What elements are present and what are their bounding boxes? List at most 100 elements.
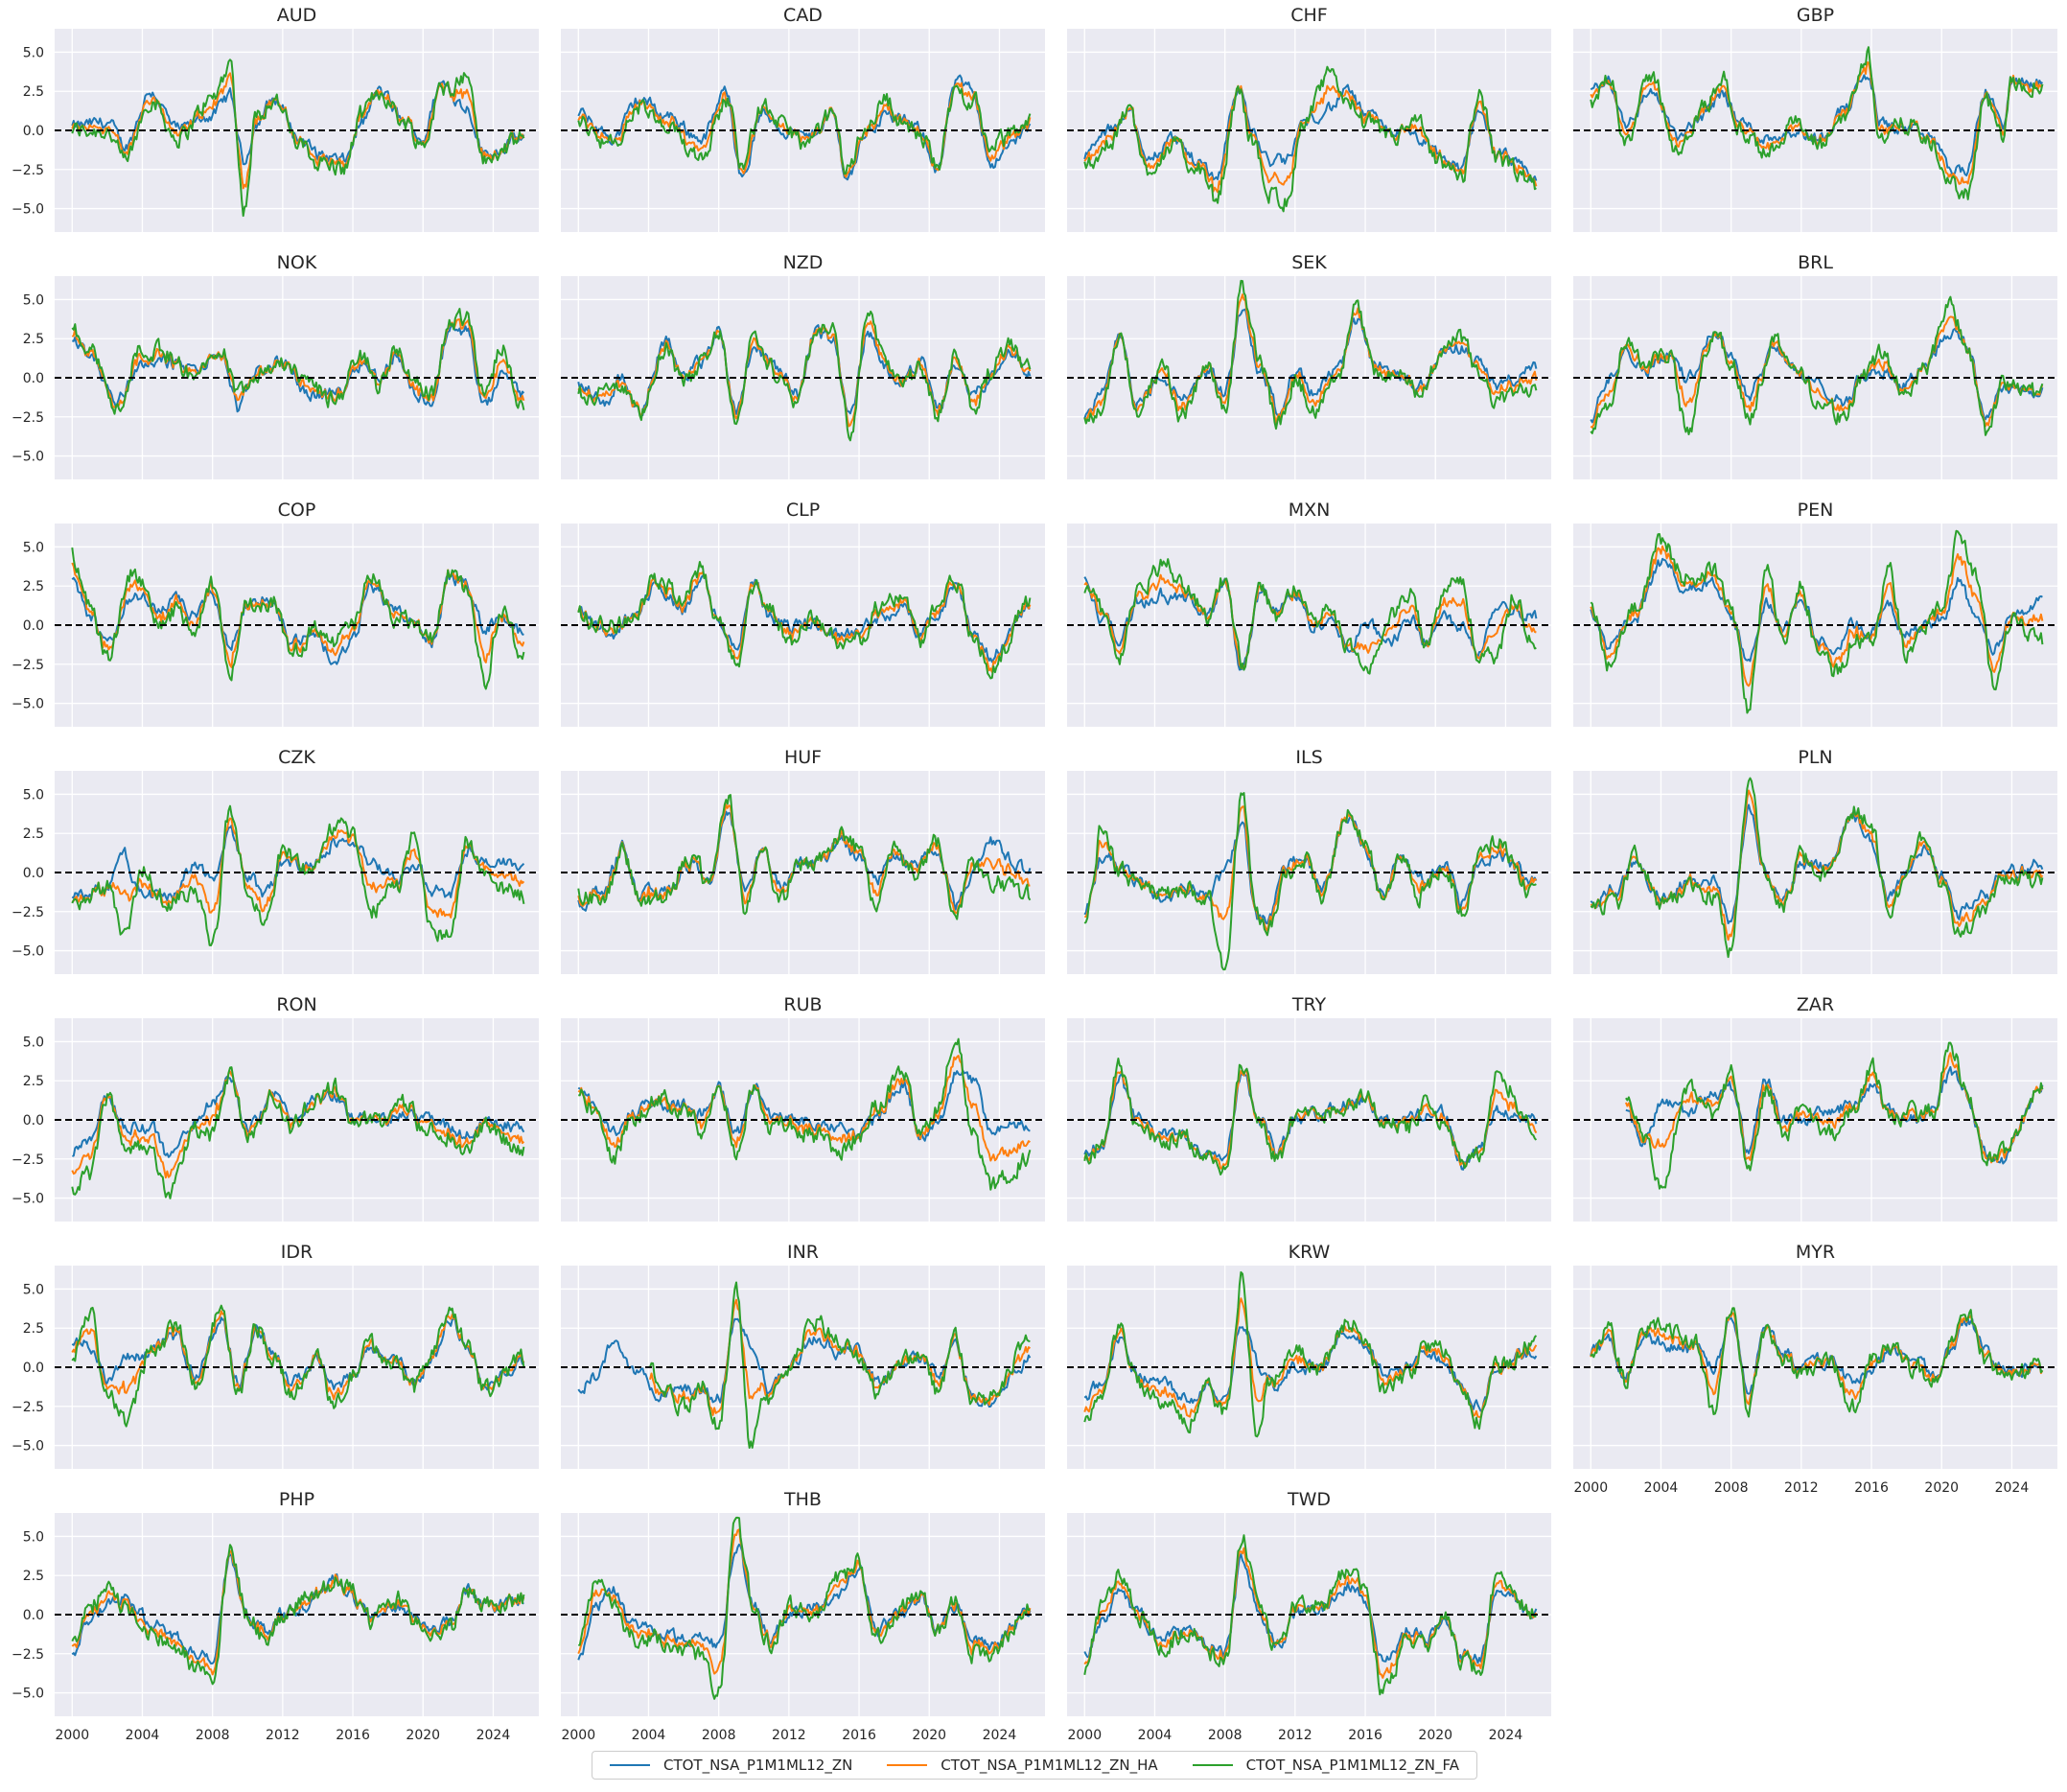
y-tick-label: −2.5 xyxy=(12,410,44,426)
series-line-zn xyxy=(577,573,1031,663)
panel-title: ILS xyxy=(1295,747,1322,768)
y-tick-label: 0.0 xyxy=(23,124,44,139)
legend-swatch-zn-ha xyxy=(887,1764,928,1766)
legend-item-zn-ha: CTOT_NSA_P1M1ML12_ZN_HA xyxy=(887,1757,1158,1774)
x-tick-label: 2016 xyxy=(1854,1480,1889,1496)
x-tick-label: 2008 xyxy=(1714,1480,1749,1496)
series-line-zn xyxy=(1083,576,1538,671)
panel-idr: IDR 5.0 2.5 0.0 −2.5 −5.0 xyxy=(12,1242,539,1469)
x-tick-label: 2024 xyxy=(1489,1728,1523,1743)
series-line-zn xyxy=(71,1316,525,1391)
series-line-zn-fa xyxy=(1590,46,2044,200)
panel-krw: KRW xyxy=(1067,1242,1551,1469)
panel-title: CAD xyxy=(783,5,823,26)
y-tick-label: 5.0 xyxy=(23,787,44,803)
y-tick-label: −5.0 xyxy=(12,944,44,960)
y-tick-label: −5.0 xyxy=(12,697,44,712)
y-tick-label: 5.0 xyxy=(23,540,44,555)
series-line-zn-ha xyxy=(1083,293,1538,424)
y-tick-label: −2.5 xyxy=(12,658,44,673)
x-tick-label: 2004 xyxy=(632,1728,666,1743)
series-line-zn-fa xyxy=(577,561,1032,680)
x-tick-label: 2020 xyxy=(1924,1480,1959,1496)
x-tick-label: 2012 xyxy=(772,1728,806,1743)
panel-nzd: NZD xyxy=(561,252,1045,479)
y-tick-label: 2.5 xyxy=(23,1321,44,1337)
y-tick-label: 2.5 xyxy=(23,84,44,100)
panel-title: SEK xyxy=(1291,252,1327,273)
y-tick-label: 5.0 xyxy=(23,1035,44,1050)
y-tick-label: −2.5 xyxy=(12,1152,44,1168)
series-line-zn-fa xyxy=(578,1516,1031,1700)
x-tick-label: 2020 xyxy=(406,1728,440,1743)
y-tick-label: 2.5 xyxy=(23,579,44,594)
series-line-zn-fa xyxy=(71,1304,525,1428)
series-line-zn-fa xyxy=(577,310,1032,442)
panel-title: CLP xyxy=(786,500,820,521)
panel-try: TRY xyxy=(1067,994,1551,1222)
panel-title: BRL xyxy=(1798,252,1833,273)
panel-ron: RON 5.0 2.5 0.0 −2.5 −5.0 xyxy=(12,994,539,1222)
x-tick-label: 2024 xyxy=(1995,1480,2030,1496)
series-line-zn xyxy=(72,325,525,413)
series-line-zn xyxy=(1590,74,2044,176)
x-tick-label: 2016 xyxy=(1348,1728,1382,1743)
series-line-zn-fa xyxy=(1590,1307,2044,1418)
series-line-zn-fa xyxy=(1083,792,1537,971)
x-tick-label: 2008 xyxy=(1208,1728,1243,1743)
x-tick-label: 2020 xyxy=(1418,1728,1452,1743)
x-tick-label: 2008 xyxy=(702,1728,736,1743)
panel-ils: ILS xyxy=(1067,747,1551,974)
x-tick-label: 2012 xyxy=(1784,1480,1819,1496)
panel-title: MXN xyxy=(1289,500,1331,521)
panel-title: RON xyxy=(276,994,316,1015)
y-tick-label: −5.0 xyxy=(12,1192,44,1207)
panel-title: RUB xyxy=(783,994,822,1015)
y-tick-label: 5.0 xyxy=(23,45,44,60)
panel-title: PEN xyxy=(1798,500,1834,521)
panel-title: NZD xyxy=(783,252,824,273)
panel-inr: INR xyxy=(561,1242,1045,1469)
y-tick-label: 5.0 xyxy=(23,1529,44,1545)
y-tick-label: 2.5 xyxy=(23,1074,44,1089)
panel-myr: MYR 2000 2004 2008 2012 2016 2020 2024 xyxy=(1573,1242,2057,1496)
panel-title: PLN xyxy=(1798,747,1832,768)
x-tick-label: 2004 xyxy=(126,1728,160,1743)
x-tick-label: 2012 xyxy=(1278,1728,1312,1743)
x-tick-label: 2004 xyxy=(1644,1480,1679,1496)
series-line-zn-fa xyxy=(577,84,1032,175)
panel-title: COP xyxy=(278,500,316,521)
series-line-zn-fa xyxy=(1083,279,1538,431)
x-tick-label: 2004 xyxy=(1138,1728,1173,1743)
series-line-zn-fa xyxy=(71,1066,525,1199)
panel-title: ZAR xyxy=(1797,994,1834,1015)
panel-pen: PEN xyxy=(1573,500,2057,727)
series-line-zn xyxy=(577,1317,1032,1408)
y-tick-label: −2.5 xyxy=(12,1400,44,1415)
panel-zar: ZAR xyxy=(1573,994,2057,1222)
panel-czk: CZK 5.0 2.5 0.0 −2.5 −5.0 xyxy=(12,747,539,974)
panel-nok: NOK 5.0 2.5 0.0 −2.5 −5.0 xyxy=(12,252,539,479)
panel-title: THB xyxy=(783,1489,822,1510)
series-line-zn-fa xyxy=(1625,1041,2044,1190)
panel-cop: COP 5.0 2.5 0.0 −2.5 −5.0 xyxy=(12,500,539,727)
y-tick-label: 2.5 xyxy=(23,332,44,347)
panel-title: CZK xyxy=(278,747,315,768)
series-line-zn-fa xyxy=(1590,529,2044,714)
series-line-zn-fa xyxy=(649,1281,1031,1449)
y-tick-label: −5.0 xyxy=(12,450,44,465)
y-tick-label: −2.5 xyxy=(12,905,44,920)
y-tick-label: 2.5 xyxy=(23,1569,44,1584)
series-line-zn-fa xyxy=(71,804,525,946)
x-tick-label: 2000 xyxy=(1067,1728,1102,1743)
panel-mxn: MXN xyxy=(1067,500,1551,727)
series-line-zn-fa xyxy=(71,547,525,690)
series-line-zn xyxy=(72,1075,525,1158)
y-tick-label: 0.0 xyxy=(23,1361,44,1376)
series-line-zn-ha xyxy=(577,803,1031,915)
series-line-zn-fa xyxy=(71,1544,525,1686)
panel-sek: SEK xyxy=(1067,252,1551,479)
y-tick-label: 5.0 xyxy=(23,292,44,308)
x-tick-label: 2000 xyxy=(1573,1480,1608,1496)
